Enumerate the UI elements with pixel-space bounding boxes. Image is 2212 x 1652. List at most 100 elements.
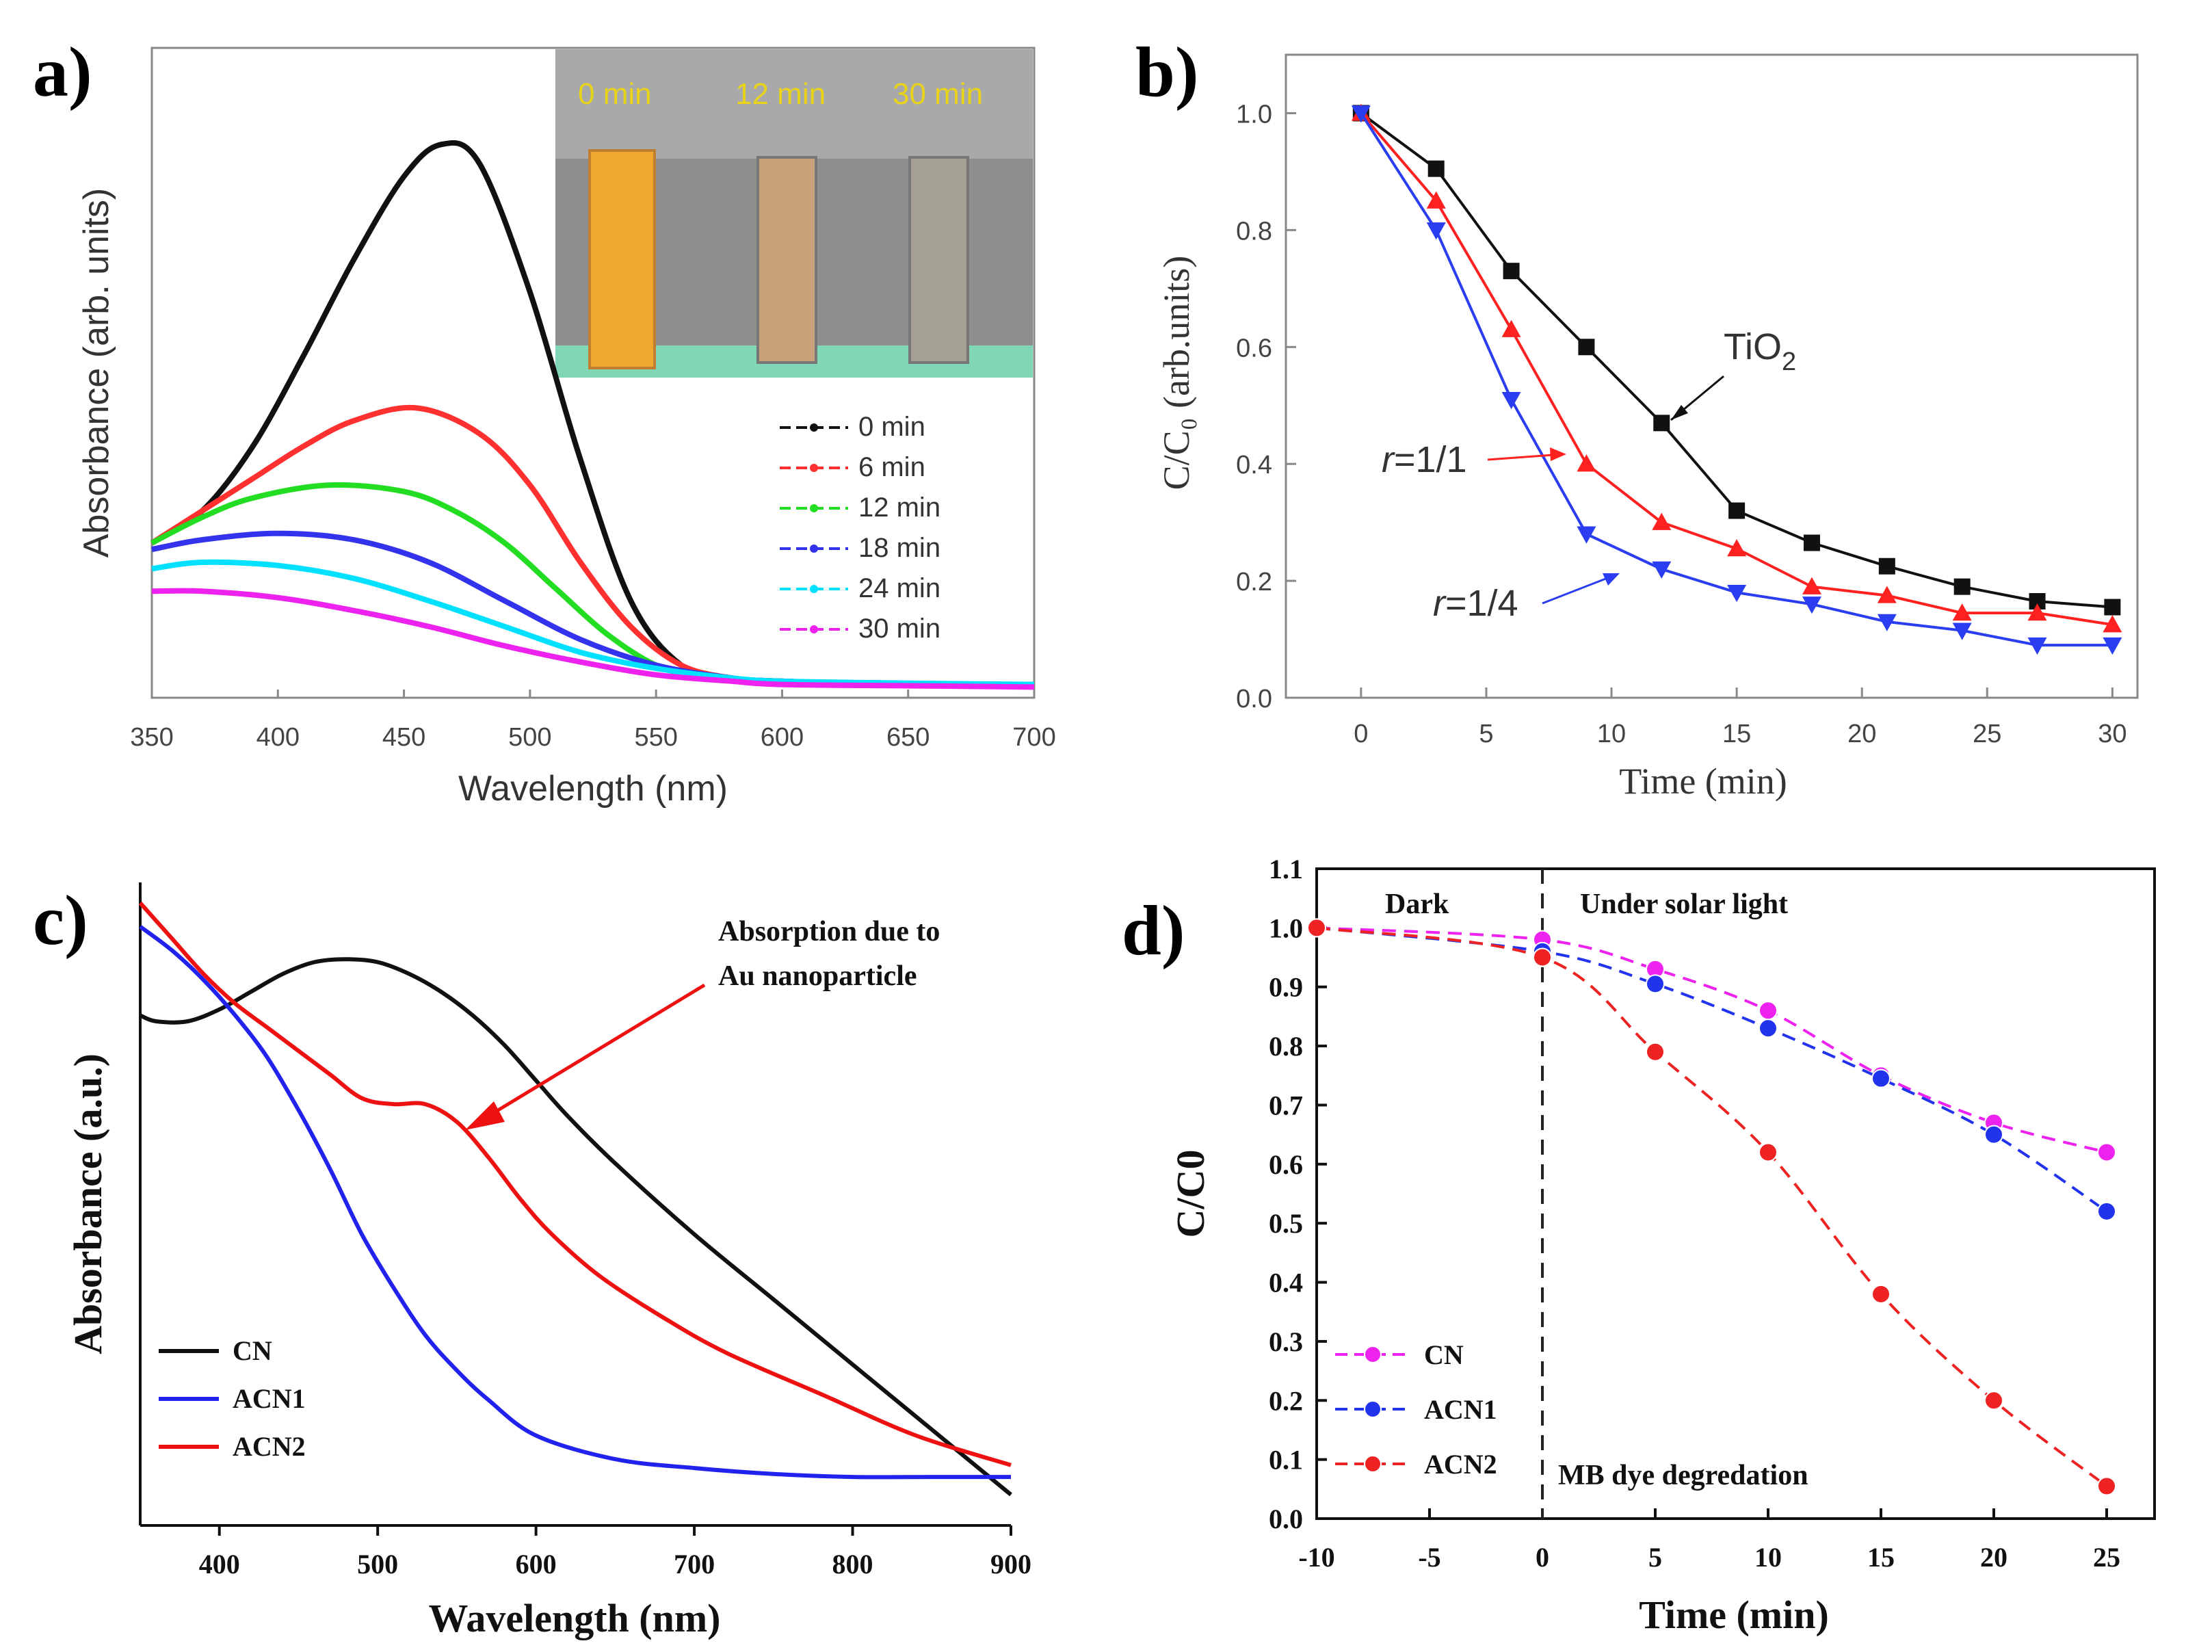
panel-b-point-r=1/4: [1952, 622, 1972, 640]
panel-b-xtick-label: 5: [1479, 720, 1493, 748]
panel-d-ylabel: C/C0: [1168, 1150, 1213, 1238]
panel-a-xtick-label: 500: [508, 723, 551, 752]
panel-d-ytick-label: 0.5: [1269, 1208, 1303, 1239]
panel-d-point-ACN2: [1759, 1142, 1778, 1162]
panel-b-xtick-label: 30: [2098, 720, 2127, 748]
panel-b-point-r=1/4: [2103, 637, 2122, 655]
inset-label-12min: 12 min: [735, 77, 826, 111]
panel-d-xtick-label: 10: [1754, 1542, 1782, 1573]
r11-arrowhead: [1550, 447, 1566, 461]
panel-a-legend-marker: [810, 423, 818, 432]
panel-d-xtick-label: 0: [1536, 1542, 1549, 1573]
panel-c-series-CN: [139, 957, 1012, 1497]
panel-a-xtick-label: 600: [761, 723, 804, 752]
panel-b-point-r=1/1: [2103, 615, 2122, 633]
panel-d-frame: [1315, 867, 2156, 1520]
panel-d-legend-marker: [1364, 1400, 1382, 1418]
annot-au-line1: Absorption due to: [718, 916, 940, 947]
region-solar: Under solar light: [1580, 889, 1788, 920]
panel-a-legend-marker: [810, 585, 818, 593]
panel-b-ytick-label: 0.6: [1236, 334, 1272, 363]
panel-a-legend-label: 24 min: [858, 573, 940, 603]
panel-b-point-TiO2: [2104, 599, 2121, 616]
panel-b-point-TiO2: [1653, 415, 1670, 432]
panel-b-point-r=1/1: [1802, 577, 1821, 594]
panel-d-point-ACN2: [1307, 918, 1326, 938]
panel-a-legend-label: 0 min: [858, 412, 925, 442]
panel-d-point-CN: [2097, 1142, 2116, 1162]
panel-a-series-24-min: [151, 559, 1035, 687]
panel-b: 0 5 10 15 20 25 30 0.0 0.2 0.4 0.6 0.8 1.0 TiO2 r=1/…: [1156, 53, 2139, 802]
panel-a-ylabel: Absorbance (arb. units): [77, 188, 116, 558]
panel-c-legend-label: CN: [233, 1335, 272, 1366]
panel-b-point-r=1/4: [1652, 561, 1672, 579]
panel-c-series-ACN1: [139, 925, 1011, 1480]
panel-d-ytick-label: 0.7: [1269, 1090, 1303, 1120]
panel-c-xlabel: Wavelength (nm): [429, 1596, 721, 1640]
inset-label-0min: 0 min: [578, 77, 652, 111]
panel-c-legend-label: ACN1: [233, 1383, 306, 1414]
panel-d-point-ACN1: [1871, 1068, 1891, 1088]
panel-a-xtick-label: 350: [130, 723, 173, 752]
panel-c-xtick-label: 700: [674, 1549, 715, 1579]
panel-a-legend-marker: [810, 464, 818, 472]
panel-b-point-TiO2: [1878, 558, 1895, 575]
panel-d-point-ACN2: [1871, 1284, 1891, 1304]
panel-d-xtick-label: 15: [1867, 1542, 1895, 1573]
panel-d-legend-label: ACN2: [1424, 1449, 1497, 1480]
panel-b-point-TiO2: [1503, 263, 1520, 280]
panel-a-legend-label: 30 min: [858, 614, 940, 644]
panel-b-xlabel: Time (min): [1619, 761, 1787, 802]
panel-a-legend-label: 18 min: [858, 533, 940, 563]
panel-d-ytick-label: 0.3: [1269, 1326, 1303, 1357]
r14-arrow: [1542, 573, 1617, 605]
panel-c-xtick-label: 800: [832, 1549, 873, 1579]
panel-d-ytick-label: 0.2: [1269, 1385, 1303, 1416]
panel-d-ytick-label: 0.9: [1269, 972, 1303, 1003]
panel-c-xtick-label: 600: [516, 1549, 557, 1579]
panel-b-point-r=1/1: [2027, 603, 2047, 621]
panel-b-point-TiO2: [1427, 160, 1445, 177]
panel-d-xtick-label: -10: [1298, 1542, 1334, 1573]
panel-b-point-r=1/4: [1727, 584, 1747, 603]
panel-a-legend-label: 12 min: [858, 493, 940, 523]
panel-d-ytick-label: 1.0: [1269, 913, 1303, 943]
panel-b-xtick-label: 15: [1722, 720, 1751, 748]
panel-a-xtick-label: 400: [256, 723, 300, 752]
panel-c-xtick-label: 900: [990, 1549, 1031, 1579]
cuvette-0min: [588, 149, 656, 369]
panel-d-point-ACN2: [1646, 1042, 1665, 1062]
annot-tio2: TiO2: [1724, 326, 1796, 376]
panel-d-legend-marker: [1364, 1346, 1382, 1363]
au-arrowhead: [465, 1101, 505, 1130]
panel-a-legend-marker: [810, 545, 818, 553]
panel-b-point-r=1/1: [1426, 191, 1446, 209]
panel-b-xtick-label: 20: [1847, 720, 1876, 748]
panel-d-legend-marker: [1364, 1455, 1382, 1473]
panel-b-point-r=1/4: [1577, 526, 1596, 544]
panel-d-xtick-label: -5: [1418, 1542, 1440, 1573]
panel-c-xtick-label: 500: [357, 1549, 398, 1579]
panel-d-point-ACN2: [1984, 1391, 2003, 1411]
panel-a-xtick-label: 700: [1012, 723, 1055, 752]
panel-d-point-ACN1: [2097, 1201, 2116, 1221]
panel-d-point-ACN2: [1533, 947, 1552, 967]
panel-a-inset-photo: 0 min 12 min 30 min: [555, 49, 1033, 378]
panel-b-point-r=1/1: [1877, 586, 1897, 603]
panel-d-xtick-label: 25: [2093, 1542, 2120, 1573]
panel-label-b: b): [1135, 33, 1198, 112]
cuvette-30min: [908, 156, 969, 364]
annot-r14: r=1/4: [1433, 583, 1518, 624]
panel-d-point-ACN1: [1984, 1125, 2003, 1144]
panel-b-annotations: TiO2 r=1/1 r=1/4: [1382, 326, 1796, 624]
panel-b-ytick-label: 0.4: [1236, 451, 1272, 480]
panel-c-annotation: Absorption due to Au nanoparticle: [465, 916, 940, 1130]
panel-b-point-r=1/1: [1501, 319, 1521, 337]
panel-d-ytick-label: 0.8: [1269, 1031, 1303, 1062]
panel-d-ytick-label: 0.4: [1269, 1268, 1303, 1298]
panel-a-legend-label: 6 min: [858, 452, 925, 482]
panel-d-xtick-label: 20: [1980, 1542, 2007, 1573]
panel-b-point-r=1/1: [1952, 603, 1972, 621]
panel-a-xlabel: Wavelength (nm): [458, 769, 728, 809]
panel-b-point-r=1/4: [1426, 222, 1446, 240]
